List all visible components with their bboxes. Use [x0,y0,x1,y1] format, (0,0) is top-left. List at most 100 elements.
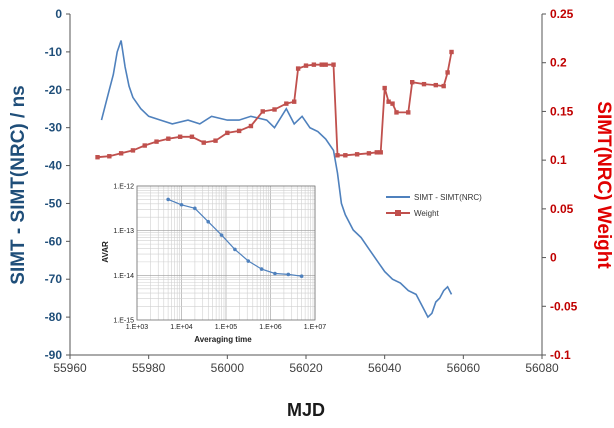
weight-point [366,151,372,156]
inset-chart: 1.E+03 1.E+04 1.E+05 1.E+06 1.E+07 1.E-12 1.E-… [90,176,330,348]
weight-point [201,140,206,145]
weight-point [394,110,399,115]
weight-point [130,148,136,153]
inset-x-axis-title: Averaging time [194,335,252,344]
right-tick-label: 0.15 [550,104,574,118]
right-tick-label: 0.1 [550,153,567,167]
weight-point [410,80,415,85]
weight-point [118,151,124,156]
x-tick-label: 56080 [525,361,559,375]
right-tick-label: 0.25 [550,7,574,21]
weight-point [406,110,411,115]
inset-tick-group: 1.E+03 1.E+04 1.E+05 1.E+06 1.E+07 1.E-12 1.E-… [113,184,326,332]
weight-point [445,70,450,75]
right-tick-label: -0.05 [550,299,578,313]
weight-point [382,85,387,91]
weight-point [335,153,340,158]
weight-point [189,134,195,139]
x-tick-label: 56020 [289,361,323,375]
inset-grid [136,185,316,321]
weight-point [154,139,159,144]
inset-y-tick-label: 1.E-13 [113,228,134,235]
left-axis-title: SIMT - SIMT(NRC) / ns [8,85,29,284]
inset-x-tick-label: 1.E+03 [126,324,148,331]
left-tick-label: 0 [55,7,62,21]
x-tick-label: 55980 [132,361,166,375]
x-axis-title: MJD [287,400,325,420]
legend-label-simt: SIMT - SIMT(NRC) [414,193,482,202]
legend-marker-weight [395,210,401,216]
weight-point [323,62,328,67]
right-tick-label: 0 [550,251,557,265]
left-tick-label: -40 [45,159,63,173]
left-tick-label: -50 [45,196,63,210]
weight-point [292,99,297,104]
inset-avar-point [179,202,184,207]
x-tick-label: 56060 [447,361,481,375]
x-tick-label: 56000 [211,361,245,375]
weight-point [260,109,265,114]
inset-avar-point [166,197,170,202]
inset-x-tick-label: 1.E+04 [170,324,192,331]
weight-point [272,107,277,112]
right-tick-group: 0.25 0.2 0.15 0.1 0.05 0 -0.05 -0.1 [542,7,578,362]
right-axis-title: SIMT(NRC) Weight [593,101,614,269]
x-tick-label: 56040 [368,361,402,375]
weight-point [331,62,336,67]
weight-point [354,152,360,157]
simt-series-line [100,40,453,319]
weight-point [433,82,438,88]
weight-point [225,130,230,136]
right-tick-label: 0.05 [550,202,574,216]
weight-point [378,150,383,155]
x-tick-label: 55960 [53,361,87,375]
inset-avar-point [219,233,224,237]
left-tick-label: -80 [45,310,63,324]
inset-x-tick-label: 1.E+07 [304,324,326,331]
x-tick-group: 55960 55980 56000 56020 56040 56060 56080 [53,355,559,375]
weight-point [374,150,379,155]
inset-avar-point [206,219,210,224]
left-tick-label: -60 [45,234,63,248]
weight-point [107,154,112,159]
weight-series-line [97,51,453,159]
inset-avar-point [273,271,277,276]
inset-frame [136,185,316,321]
weight-point [319,62,324,67]
weight-point [236,128,242,134]
inset-avar-point [193,206,197,211]
left-tick-label: -10 [45,45,63,59]
inset-avar-point [233,247,237,252]
legend-label-weight: Weight [414,209,440,218]
weight-point [421,81,427,87]
inset-avar-point [286,272,291,277]
legend: SIMT - SIMT(NRC) Weight [386,193,482,218]
inset-y-tick-label: 1.E-12 [113,184,134,191]
inset-series-layer [166,197,304,279]
weight-point [95,155,100,160]
series-layer [95,40,454,319]
weight-point [248,123,254,129]
weight-point [166,136,171,141]
inset-avar-point [246,259,251,263]
left-tick-label: -30 [45,121,63,135]
left-tick-label: -70 [45,272,63,286]
weight-point [213,138,218,143]
weight-point [303,63,309,68]
inset-avar-point [259,267,264,271]
right-tick-label: -0.1 [550,348,571,362]
weight-point [311,62,317,67]
left-tick-label: -20 [45,83,63,97]
inset-avar-point [299,274,304,279]
weight-point [295,66,301,71]
inset-y-tick-label: 1.E-14 [113,273,134,280]
inset-x-tick-label: 1.E+06 [259,324,281,331]
weight-point [390,101,395,106]
inset-x-tick-label: 1.E+05 [215,324,237,331]
weight-point [441,83,446,89]
weight-point [386,99,391,104]
weight-point [343,153,348,158]
right-tick-label: 0.2 [550,56,567,70]
